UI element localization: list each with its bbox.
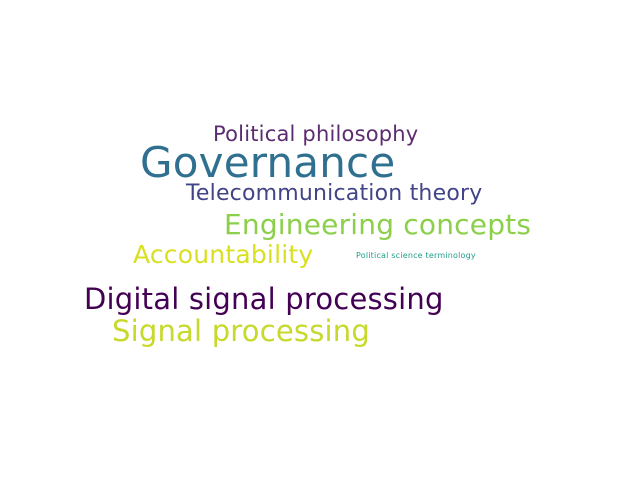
word-engineering-concepts: Engineering concepts	[224, 208, 532, 241]
word-governance: Governance	[140, 138, 396, 187]
word-signal-processing: Signal processing	[112, 314, 370, 348]
word-digital-signal-processing: Digital signal processing	[84, 282, 444, 316]
word-political-philosophy: Political philosophy	[213, 122, 419, 146]
word-telecommunication-theory: Telecommunication theory	[186, 181, 483, 206]
word-accountability: Accountability	[133, 240, 314, 269]
word-political-science-terminology: Political science terminology	[356, 251, 476, 260]
